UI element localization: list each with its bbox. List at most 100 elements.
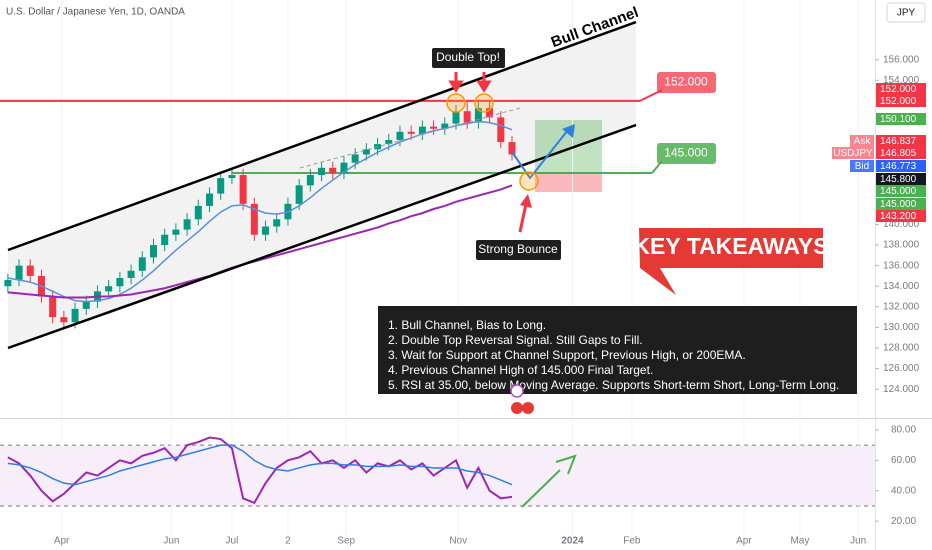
x-tick-label: May <box>790 536 809 547</box>
price-tag-label: 145.000 <box>880 186 917 197</box>
price-tag-name-box <box>850 135 874 147</box>
top-marker <box>446 93 466 113</box>
y-tick-label: 130.000 <box>883 322 920 333</box>
price-tag-label: 152.000 <box>880 96 917 107</box>
candle-body <box>105 286 113 292</box>
candle-body <box>82 301 90 309</box>
bounce-label: Strong Bounce <box>478 242 558 256</box>
arrow <box>518 203 528 233</box>
price-tag <box>876 147 926 159</box>
price-tag-label: 145.000 <box>880 199 917 210</box>
candle-body <box>26 265 34 276</box>
x-tick-label: Jun <box>850 536 866 547</box>
double-top-box <box>432 48 505 68</box>
line <box>7 444 513 486</box>
x-tick-label: 2 <box>285 536 291 547</box>
candle-body <box>418 126 426 134</box>
double-top-label: Double Top! <box>436 50 500 64</box>
arrow-head <box>520 194 532 208</box>
chart-title: U.S. Dollar / Japanese Yen, 1D, OANDA <box>6 7 185 18</box>
candle-body <box>396 131 404 141</box>
candle-body <box>250 203 258 235</box>
level-tag-label: 145.000 <box>664 146 708 160</box>
x-tick-label: Nov <box>449 536 467 547</box>
line <box>7 436 513 505</box>
price-tag <box>876 210 926 222</box>
candle-body <box>172 229 180 235</box>
y-tick-label: 60.00 <box>891 455 916 466</box>
price-tag-label: 152.000 <box>880 84 917 95</box>
price-tag-name: Ask <box>854 136 872 147</box>
candle-body <box>340 162 348 173</box>
takeaways: 1. Bull Channel, Bias to Long.2. Double … <box>388 318 839 392</box>
candle-body <box>49 296 57 318</box>
y-tick-label: 136.000 <box>883 260 920 271</box>
y-tick-label: 20.00 <box>891 516 916 527</box>
candle-body <box>318 167 326 176</box>
arrow <box>448 72 464 93</box>
candle-body <box>149 245 157 258</box>
y-tick-label: 132.000 <box>883 301 920 312</box>
takeaway-line: 4. Previous Channel High of 145.000 Fina… <box>388 363 653 377</box>
channel-mid <box>299 107 521 169</box>
line <box>7 120 513 303</box>
candle-body <box>116 277 124 287</box>
price-tag <box>876 83 926 95</box>
candle-body <box>306 175 314 186</box>
y-tick-label: 134.000 <box>883 281 920 292</box>
rsi-arrow-head <box>555 454 577 475</box>
price-tag <box>876 160 926 172</box>
price-tag-label: 143.200 <box>880 211 917 222</box>
x-tick-label: Jun <box>163 536 179 547</box>
event-icon <box>510 384 524 398</box>
pane-separator <box>0 418 932 419</box>
candle-body <box>430 126 438 129</box>
price-tag <box>876 113 926 125</box>
y-tick-label: 154.000 <box>883 75 920 86</box>
x-tick-label: Apr <box>736 536 752 547</box>
candle-body <box>15 265 23 281</box>
marks-layer <box>0 99 652 505</box>
rsi-arrow <box>521 469 561 508</box>
candle-body <box>508 142 516 155</box>
takeaway-line: 2. Double Top Reversal Signal. Still Gap… <box>388 333 643 347</box>
candle-body <box>474 108 482 123</box>
key-label: KEY TAKEAWAYS <box>633 233 828 259</box>
takeaway-line: 5. RSI at 35.00, below Moving Average. S… <box>388 378 839 392</box>
price-tag <box>876 95 926 107</box>
currency-label[interactable]: JPY <box>897 8 916 19</box>
key-banner <box>639 228 823 295</box>
event-icon <box>511 402 523 414</box>
y-tick-label: 140.000 <box>883 219 920 230</box>
level-tag <box>657 72 716 93</box>
y-tick-label: 124.000 <box>883 384 920 395</box>
candle-body <box>497 117 505 143</box>
price-tag-name-box <box>832 147 874 159</box>
price-tag-label: 146.805 <box>880 148 917 159</box>
takeaway-line: 3. Wait for Support at Channel Support, … <box>388 348 746 362</box>
currency-button[interactable] <box>886 2 926 23</box>
price-tag-label: 146.837 <box>880 136 917 147</box>
candle-body <box>194 205 202 220</box>
price-tag <box>876 173 926 185</box>
stop-zone <box>535 173 602 192</box>
x-tick-label: 2024 <box>561 536 584 547</box>
candle-body <box>441 123 449 129</box>
bounce-box <box>476 240 561 260</box>
candle-body <box>385 140 393 145</box>
candle-body <box>239 175 247 204</box>
takeaway-line: 1. Bull Channel, Bias to Long. <box>388 318 546 332</box>
candle-body <box>217 178 225 194</box>
price-tag-label: 146.773 <box>880 161 917 172</box>
channel-fill <box>8 22 636 348</box>
axis-border <box>875 0 876 550</box>
takeaways-box <box>378 306 857 394</box>
candle-body <box>452 111 460 124</box>
x-tick-label: Sep <box>337 536 355 547</box>
bounce-marker <box>519 171 539 191</box>
arrow <box>476 72 492 93</box>
candle-body <box>161 234 169 246</box>
candle-body <box>262 226 270 235</box>
